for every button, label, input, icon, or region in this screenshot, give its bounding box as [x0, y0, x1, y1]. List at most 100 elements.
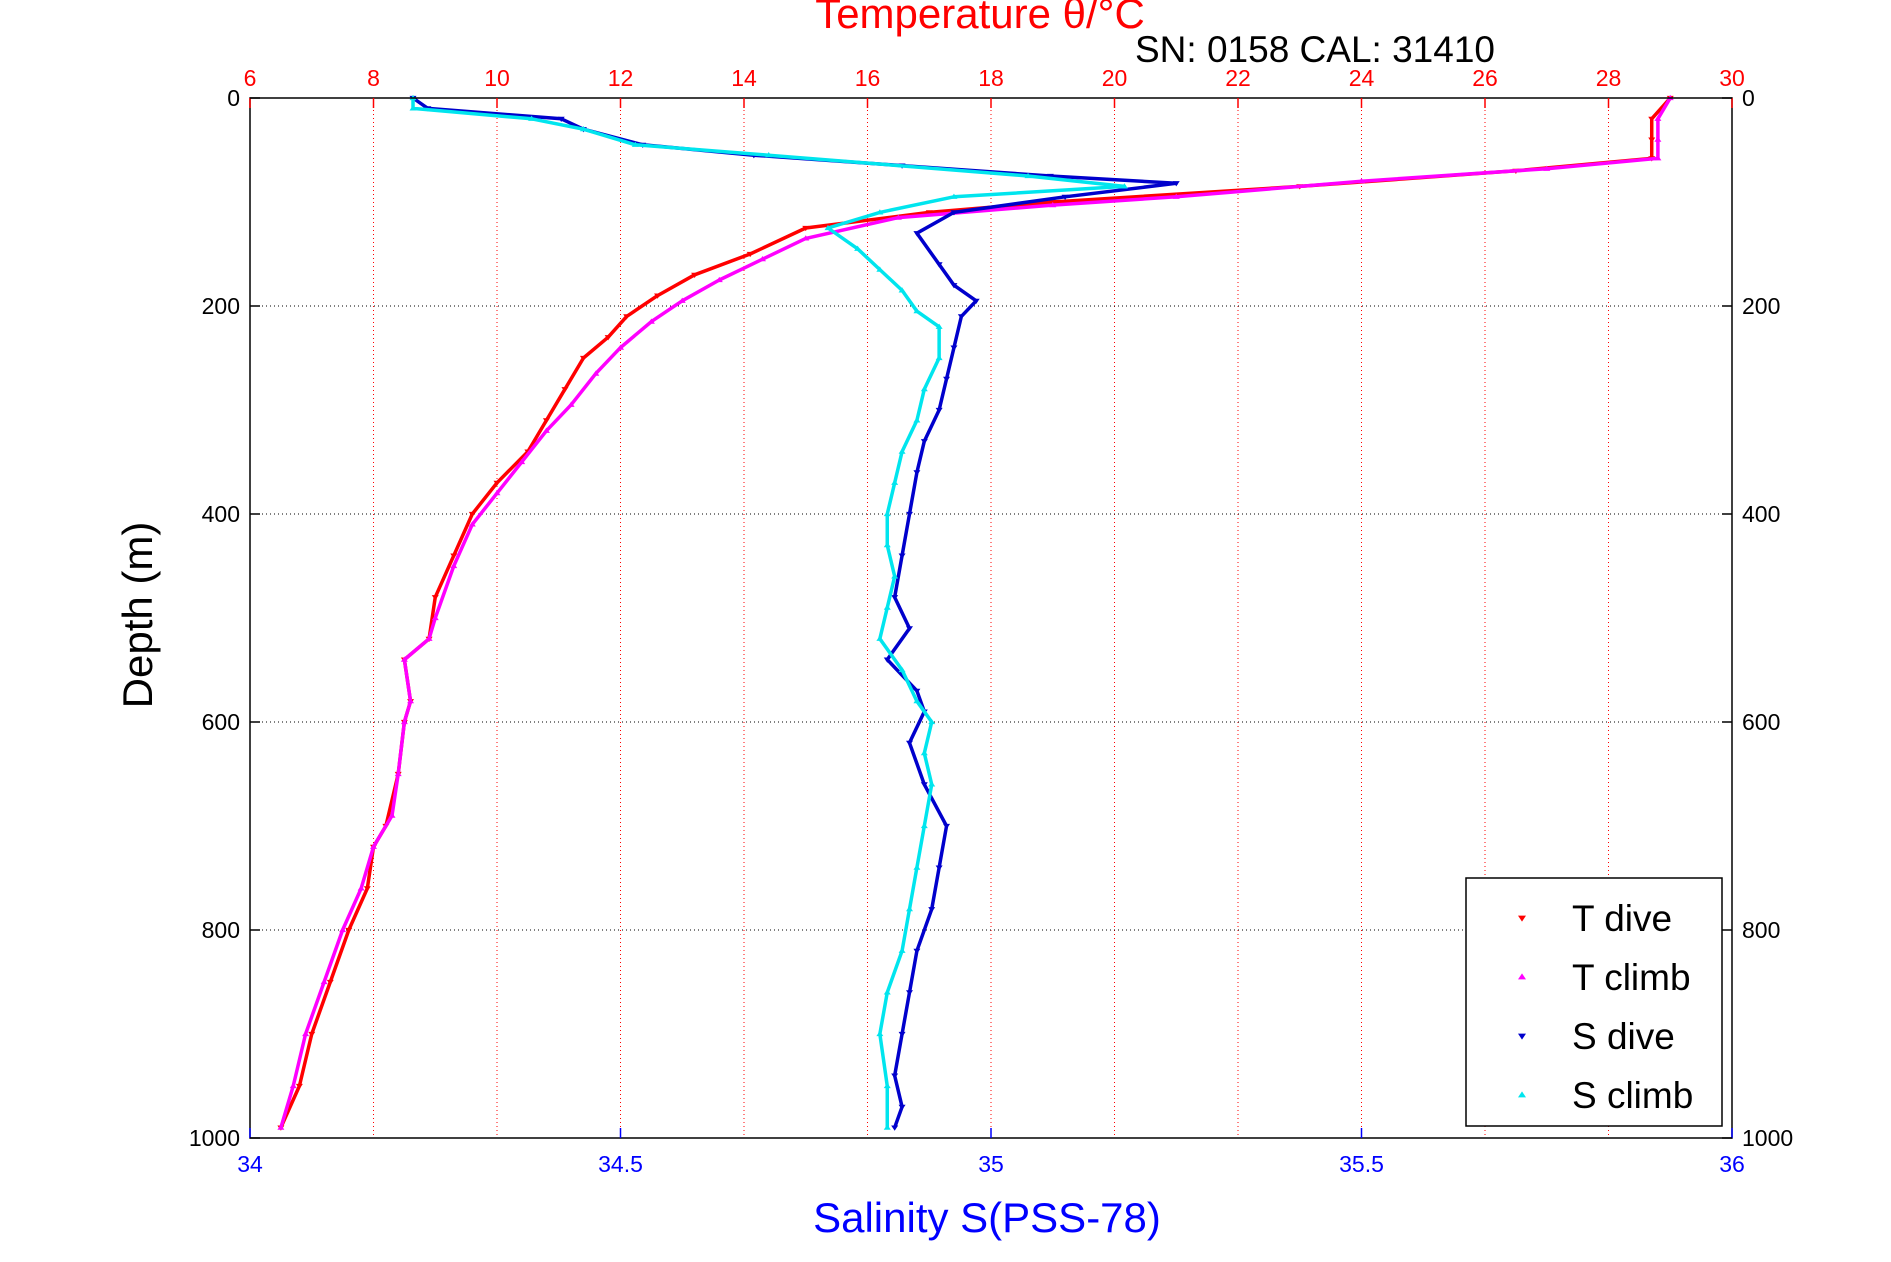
- bottom-axis-tick-label: 36: [1719, 1151, 1745, 1177]
- legend-label-t-dive: T dive: [1572, 898, 1672, 939]
- series-t-climb-point: [431, 614, 439, 621]
- series-s-climb-point: [409, 105, 417, 111]
- series-s-dive-point: [905, 626, 913, 632]
- series-s-dive-point: [891, 1125, 899, 1131]
- series-t-dive-point: [561, 387, 569, 393]
- series-t-climb-point: [1358, 178, 1365, 184]
- series-s-dive-point: [950, 283, 958, 289]
- series-t-dive-point: [363, 886, 371, 892]
- series-t-dive-point: [326, 979, 334, 986]
- series-s-climb-point: [898, 947, 906, 953]
- series-t-climb-point: [370, 843, 377, 849]
- series-s-climb-point: [913, 864, 921, 870]
- series-s-dive-point: [935, 262, 943, 268]
- series-t-climb-point: [647, 318, 655, 324]
- series-s-climb-point: [876, 1030, 884, 1037]
- series-t-dive-point: [450, 553, 458, 559]
- series-t-dive-point: [604, 335, 612, 341]
- bottom-axis-tick-label: 34: [237, 1151, 263, 1177]
- series-t-dive-point: [308, 1031, 316, 1038]
- grid: [250, 98, 1732, 1138]
- series-t-dive-point: [493, 480, 501, 486]
- series-s-dive-point: [1061, 194, 1069, 200]
- left-axis-tick-label: 0: [227, 85, 240, 111]
- series-s-climb-point: [883, 1124, 891, 1130]
- series-s-climb-point: [891, 573, 899, 579]
- series-s-dive-point: [935, 407, 943, 414]
- series-t-climb-point: [894, 214, 902, 220]
- right-axis-tick-label: 200: [1742, 293, 1780, 319]
- series-s-climb-point: [765, 152, 773, 158]
- right-axis-tick-label: 1000: [1742, 1125, 1793, 1151]
- series-s-dive-point: [913, 231, 921, 237]
- series-s-climb-point: [898, 287, 906, 293]
- series-t-climb-point: [1543, 165, 1551, 171]
- series-s-dive-point: [891, 595, 899, 601]
- series-s-dive-point: [943, 376, 951, 382]
- series-s-climb-point: [883, 1082, 891, 1089]
- top-axis-tick-label: 18: [978, 65, 1004, 91]
- series-t-climb-point: [802, 235, 810, 241]
- x-axis-label-bottom: Salinity S(PSS-78): [813, 1194, 1161, 1241]
- series-s-climb-point: [898, 666, 906, 673]
- series-s-dive-point: [913, 948, 921, 954]
- series-t-climb-point: [1654, 136, 1662, 142]
- series-s-climb-point: [891, 479, 899, 485]
- chart-subtitle: SN: 0158 CAL: 31410: [1135, 29, 1495, 70]
- bottom-axis-tick-label: 34.5: [598, 1151, 643, 1177]
- series-t-dive-point: [579, 355, 587, 362]
- series-s-dive-point: [920, 782, 928, 788]
- series-s-dive-point: [928, 907, 936, 913]
- bottom-axis-tick-label: 35.5: [1339, 1151, 1384, 1177]
- series-s-climb-point: [928, 781, 936, 787]
- series-s-climb-point: [876, 209, 884, 215]
- legend-label-t-climb: T climb: [1572, 957, 1691, 998]
- series-s-dive-point: [1172, 181, 1180, 187]
- top-axis-tick-label: 20: [1102, 65, 1128, 91]
- series-t-climb-point: [542, 427, 550, 433]
- left-axis-tick-label: 200: [202, 293, 240, 319]
- series-t-climb-point: [357, 885, 365, 891]
- left-axis-tick-label: 800: [202, 917, 240, 943]
- series-s-climb-point: [1024, 172, 1032, 179]
- bottom-axis-tick-label: 35: [978, 1151, 1004, 1177]
- legend-marker-s-climb: [1518, 1091, 1526, 1098]
- series-s-dive-point: [950, 210, 958, 216]
- series-t-dive-point: [295, 1083, 303, 1090]
- series-t-climb-point: [320, 978, 328, 985]
- series-s-dive-point: [1046, 173, 1054, 180]
- y-axis-label: Depth (m): [114, 522, 161, 709]
- series-s-climb-point: [928, 718, 936, 725]
- right-axis-tick-label: 0: [1742, 85, 1755, 111]
- series-s-climb-point: [913, 417, 921, 423]
- left-axis-tick-label: 600: [202, 709, 240, 735]
- top-axis-tick-label: 14: [731, 65, 757, 91]
- series-t-dive-point: [925, 210, 933, 216]
- series-t-climb-point: [617, 344, 624, 350]
- series-t-climb-line: [279, 97, 1672, 1129]
- legend-label-s-climb: S climb: [1572, 1075, 1693, 1116]
- series-t-climb-point: [468, 521, 476, 527]
- series-t-climb-point: [425, 635, 433, 641]
- series-s-climb-point: [579, 126, 587, 132]
- series-t-climb-point: [277, 1124, 285, 1130]
- series-s-dive-point: [891, 1073, 899, 1079]
- series-t-climb-point: [715, 276, 723, 283]
- series-t-climb-point: [289, 1082, 297, 1089]
- series-t-climb-point: [302, 1030, 310, 1037]
- series-s-climb-point: [824, 224, 832, 231]
- top-axis-tick-label: 6: [244, 65, 257, 91]
- series-t-climb-point: [567, 401, 575, 407]
- series-t-dive-point: [746, 251, 754, 258]
- series-t-climb-point: [400, 718, 408, 725]
- left-axis-tick-label: 1000: [189, 1125, 240, 1151]
- series-t-dive-point: [654, 293, 662, 299]
- series-s-climb-point: [876, 635, 884, 641]
- series-t-climb-point: [759, 256, 767, 262]
- series-t-dive-point: [1648, 137, 1656, 143]
- series-s-dive-point: [943, 823, 951, 830]
- legend-label-s-dive: S dive: [1572, 1016, 1675, 1057]
- series-t-climb-point: [1654, 115, 1662, 121]
- series-t-dive-point: [623, 314, 631, 320]
